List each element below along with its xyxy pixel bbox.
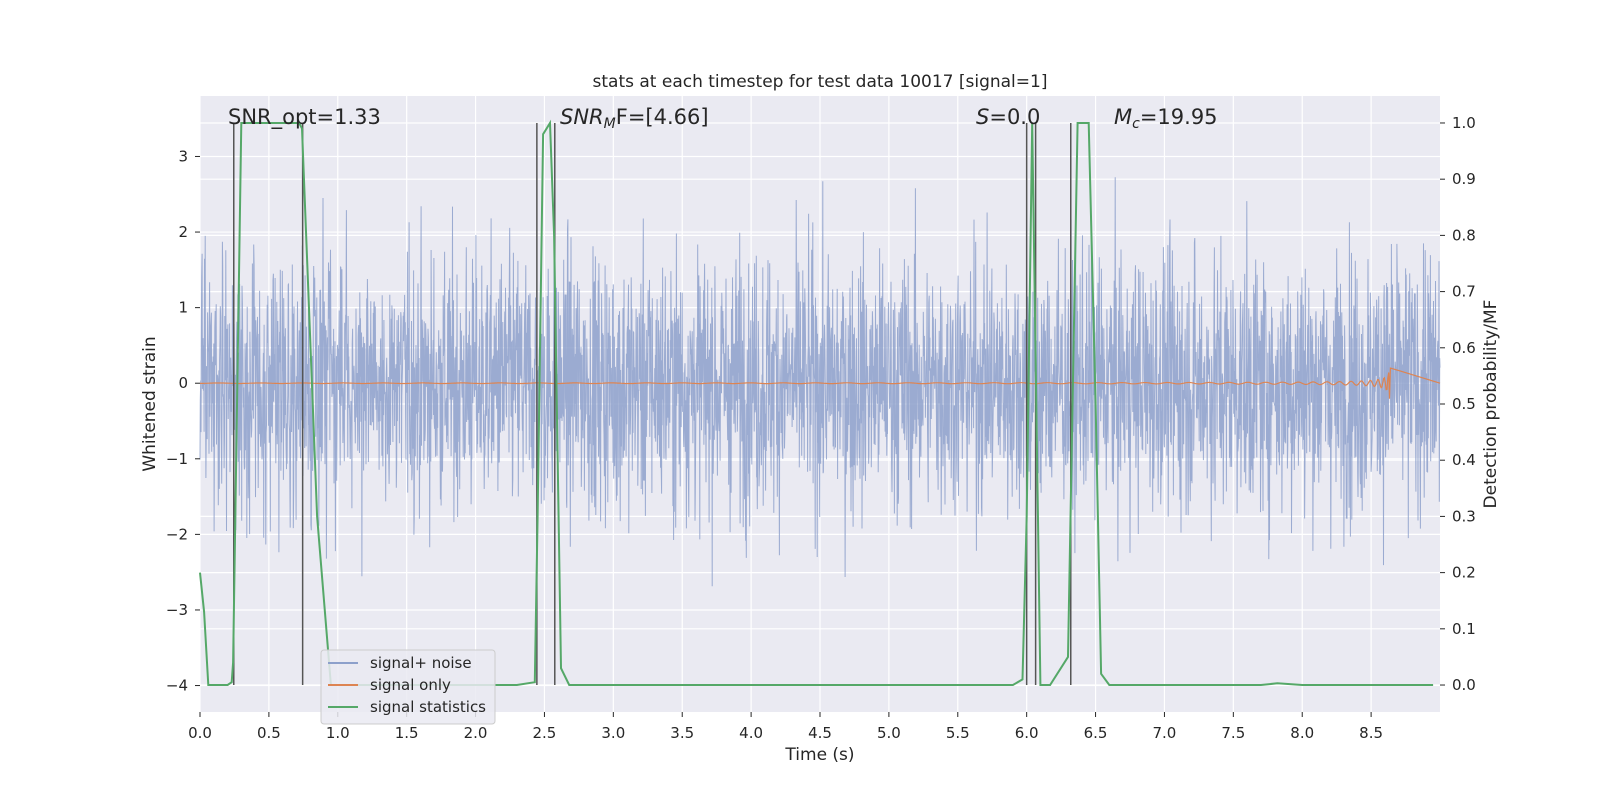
x-tick-label-1: 0.5 (257, 724, 281, 742)
y-tick-label-3: −1 (166, 450, 188, 468)
x-tick-label-7: 3.5 (670, 724, 694, 742)
x-tick-label-3: 1.5 (395, 724, 419, 742)
y-tick-label-2: −2 (166, 525, 188, 543)
annotation-mc: Mc=19.95 (1114, 105, 1218, 132)
snr-mf-subscript: M (604, 116, 616, 132)
annotation-s: S=0.0 (976, 105, 1040, 129)
y2-tick-label-5: 0.5 (1452, 395, 1476, 413)
y2-tick-label-10: 1.0 (1452, 114, 1476, 132)
snr-mf-value: F=[4.66] (616, 105, 709, 129)
signal-statistics-series (199, 119, 1434, 686)
s-symbol: S (976, 105, 989, 129)
y-tick-label-5: 1 (178, 299, 188, 317)
y-tick-label-6: 2 (178, 223, 188, 241)
mc-value: =19.95 (1140, 105, 1218, 129)
x-tick-label-13: 6.5 (1084, 724, 1108, 742)
annotation-snr-opt: SNR_opt=1.33 (228, 105, 381, 130)
x-tick-label-4: 2.0 (464, 724, 488, 742)
y2-tick-label-7: 0.7 (1452, 283, 1476, 301)
y2-tick-label-9: 0.9 (1452, 170, 1476, 188)
y-tick-label-7: 3 (178, 147, 188, 165)
noise-trace (199, 177, 1441, 587)
x-axis-label: Time (s) (784, 745, 854, 765)
chart-title: stats at each timestep for test data 100… (593, 72, 1048, 92)
x-tick-label-15: 7.5 (1221, 724, 1245, 742)
y-tick-label-0: −4 (166, 677, 188, 695)
x-tick-label-16: 8.0 (1290, 724, 1314, 742)
y2-tick-label-8: 0.8 (1452, 226, 1476, 244)
legend-label-signal: signal only (370, 676, 451, 694)
y2-axis-ticks: 0.0 0.1 0.2 0.3 0.4 0.5 0.6 0.7 0.8 0.9 1.0 (1440, 114, 1476, 694)
y2-tick-label-3: 0.3 (1452, 507, 1476, 525)
x-tick-label-14: 7.0 (1153, 724, 1177, 742)
y2-tick-label-1: 0.1 (1452, 620, 1476, 638)
x-tick-label-2: 1.0 (326, 724, 350, 742)
x-tick-label-0: 0.0 (188, 724, 212, 742)
x-tick-label-11: 5.5 (946, 724, 970, 742)
y-axis-label: Whitened strain (140, 336, 160, 471)
mc-subscript: c (1132, 116, 1140, 132)
mc-symbol: M (1114, 105, 1132, 129)
y-axis-ticks: −4 −3 −2 −1 0 1 2 3 (166, 147, 200, 695)
x-tick-label-8: 4.0 (739, 724, 763, 742)
x-tick-label-12: 6.0 (1015, 724, 1039, 742)
signal-trace (200, 367, 1441, 399)
x-tick-label-5: 2.5 (533, 724, 557, 742)
legend-box (320, 649, 496, 725)
x-tick-label-17: 8.5 (1359, 724, 1383, 742)
y2-tick-label-4: 0.4 (1452, 451, 1476, 469)
y2-axis-label: Detection probability/MF (1481, 300, 1501, 509)
snr-mf-symbol: SNR (560, 105, 604, 129)
legend: signal+ noise signal only signal statist… (320, 649, 496, 725)
y-tick-label-4: 0 (178, 374, 188, 392)
x-axis-ticks: 0.0 0.5 1.0 1.5 2.0 2.5 3.0 3.5 4.0 4.5 5.0 5.5 6.0 6… (188, 712, 1383, 742)
x-tick-label-9: 4.5 (808, 724, 832, 742)
y2-tick-label-2: 0.2 (1452, 564, 1476, 582)
legend-label-noise: signal+ noise (370, 654, 472, 672)
y2-tick-label-6: 0.6 (1452, 339, 1476, 357)
signal-only-series (200, 367, 1441, 399)
s-value: =0.0 (989, 105, 1040, 129)
y2-tick-label-0: 0.0 (1452, 676, 1476, 694)
x-tick-label-10: 5.0 (877, 724, 901, 742)
signal-noise-series (199, 177, 1441, 587)
y-tick-label-1: −3 (166, 601, 188, 619)
statistics-trace (199, 119, 1434, 686)
legend-label-stats: signal statistics (370, 698, 486, 716)
annotation-snr-mf: SNRMF=[4.66] (560, 105, 709, 132)
x-tick-label-6: 3.0 (601, 724, 625, 742)
